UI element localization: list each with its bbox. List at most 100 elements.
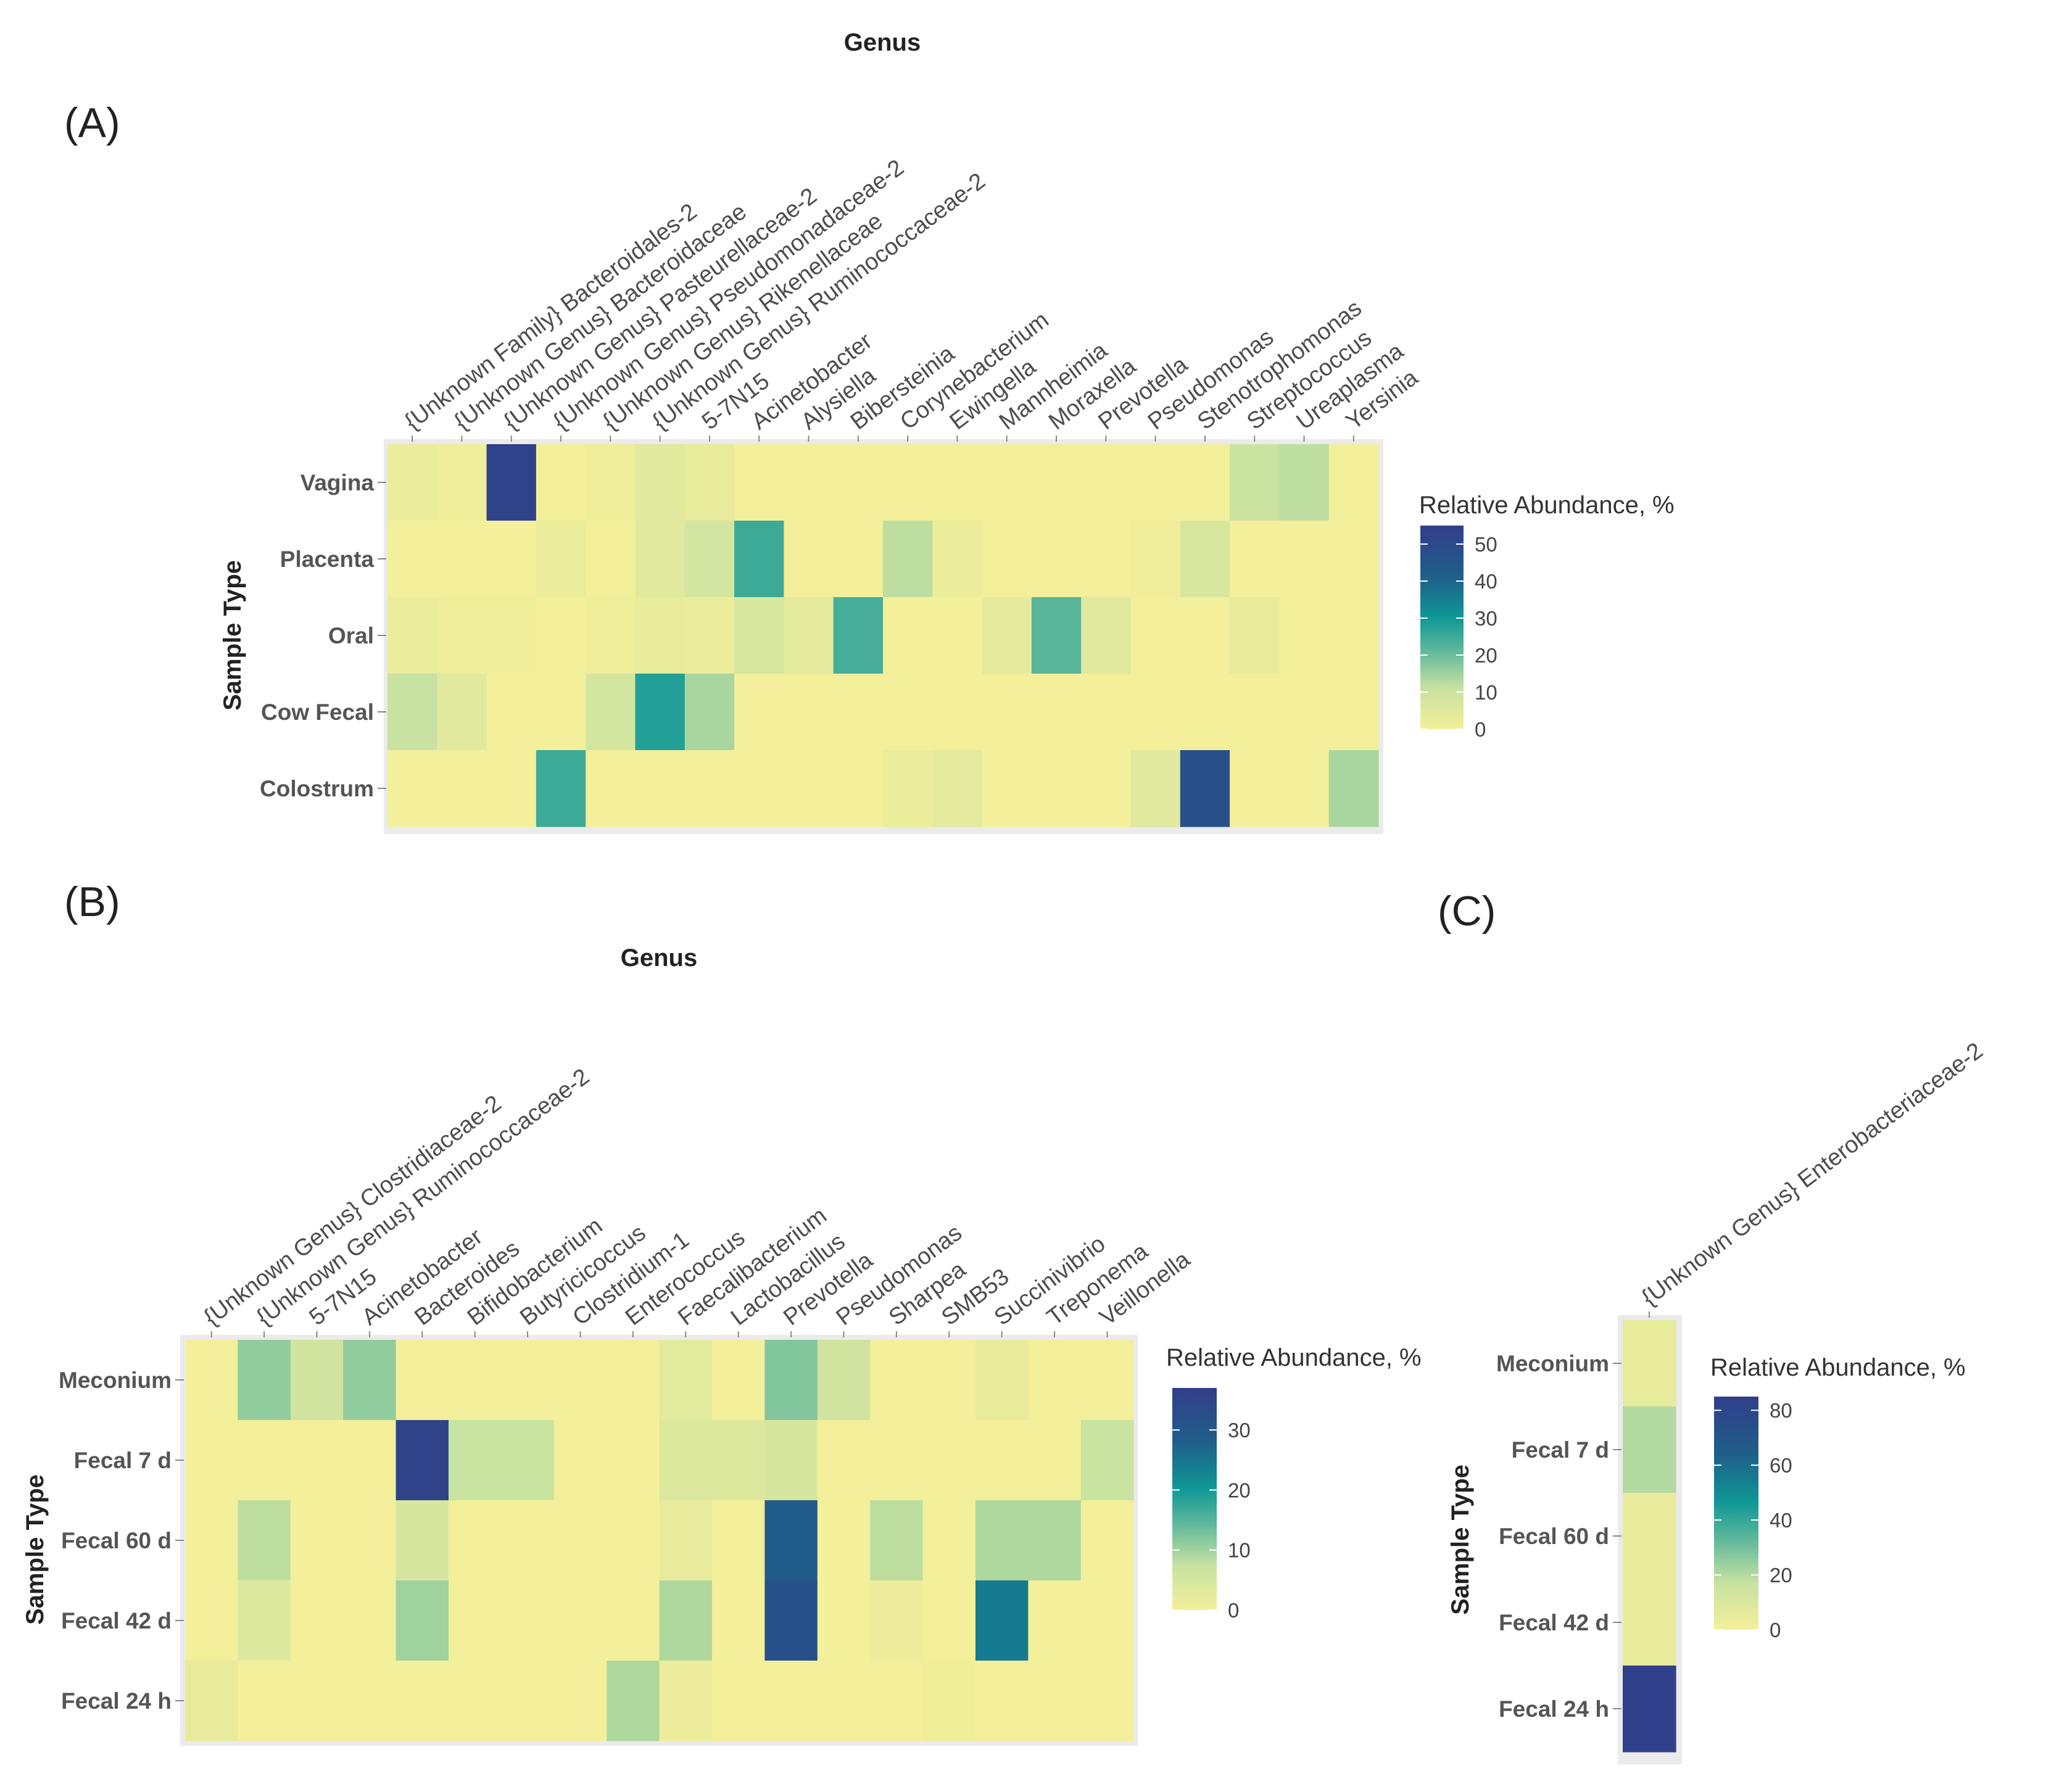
panel-b-colorbar <box>1172 1388 1217 1610</box>
panel-c-y-axis-title: Sample Type <box>1447 1464 1474 1615</box>
heatmap-cell <box>343 1340 397 1421</box>
heatmap-cell <box>817 1420 871 1501</box>
heatmap-cell <box>185 1420 238 1501</box>
heatmap-cell <box>536 674 586 751</box>
panel-label-c: (C) <box>1438 888 1496 935</box>
heatmap-cell <box>238 1580 291 1661</box>
heatmap-cell <box>982 521 1032 598</box>
heatmap-cell <box>817 1661 871 1741</box>
heatmap-cell <box>932 521 983 598</box>
heatmap-cell <box>764 1500 818 1581</box>
heatmap-cell <box>185 1340 238 1421</box>
heatmap-cell <box>1031 750 1082 827</box>
heatmap-cell <box>712 1580 765 1661</box>
column-label: {Unknown Genus} Enterobacteriaceae-2 <box>1637 1038 1988 1311</box>
heatmap-cell <box>1081 750 1132 827</box>
heatmap-cell <box>784 444 834 521</box>
heatmap-cell <box>932 444 983 521</box>
heatmap-cell <box>185 1580 238 1661</box>
heatmap-cell <box>607 1661 660 1741</box>
panel-a-legend-title: Relative Abundance, % <box>1419 492 1675 519</box>
heatmap-cell <box>1230 444 1280 521</box>
heatmap-cell <box>635 597 685 674</box>
heatmap-cell <box>1328 674 1379 751</box>
heatmap-cell <box>290 1340 344 1421</box>
heatmap-cell <box>501 1420 555 1501</box>
heatmap-cell <box>536 750 586 827</box>
heatmap-cell <box>437 597 487 674</box>
heatmap-cell <box>1623 1666 1676 1753</box>
legend-tick-label: 60 <box>1770 1454 1792 1477</box>
panel-a-row-labels: Vagina Placenta Oral Cow Fecal Colostrum <box>260 470 386 801</box>
heatmap-cell <box>684 521 735 598</box>
heatmap-cell <box>343 1500 397 1581</box>
heatmap-cell <box>1279 750 1330 827</box>
heatmap-cell <box>553 1420 607 1501</box>
heatmap-cell <box>387 597 437 674</box>
panel-c-row-labels: Meconium Fecal 7 d Fecal 60 d Fecal 42 d Fec… <box>1496 1351 1621 1722</box>
heatmap-cell <box>684 597 735 674</box>
panel-b-legend-title: Relative Abundance, % <box>1166 1344 1422 1371</box>
heatmap-panel-c: Sample Type {Unknown Genus} Enterobacter… <box>1447 1038 1988 1764</box>
heatmap-cell <box>290 1661 344 1741</box>
heatmap-cell <box>734 444 784 521</box>
row-label: Colostrum <box>260 776 374 801</box>
heatmap-cell <box>343 1661 397 1741</box>
heatmap-cell <box>486 750 537 827</box>
heatmap-cell <box>975 1661 1029 1741</box>
heatmap-cell <box>1180 750 1230 827</box>
heatmap-cell <box>1130 674 1181 751</box>
heatmap-cell <box>883 521 933 598</box>
legend-tick-label: 40 <box>1770 1509 1792 1532</box>
heatmap-cell <box>290 1420 344 1501</box>
heatmap-cell <box>817 1500 871 1581</box>
panel-label-a: (A) <box>64 99 120 146</box>
panel-c-legend-ticks: 0 20 40 60 80 <box>1714 1399 1792 1641</box>
heatmap-cell <box>982 674 1032 751</box>
heatmap-cell <box>536 444 586 521</box>
heatmap-cell <box>684 750 735 827</box>
row-label: Meconium <box>1496 1351 1609 1376</box>
heatmap-cell <box>1328 521 1379 598</box>
legend-tick-label: 30 <box>1228 1419 1251 1442</box>
legend-tick-label: 20 <box>1228 1479 1251 1501</box>
heatmap-cell <box>975 1500 1029 1581</box>
heatmap-cell <box>553 1580 607 1661</box>
row-label: Fecal 60 d <box>1499 1524 1609 1549</box>
heatmap-cell <box>501 1661 555 1741</box>
heatmap-cell <box>607 1500 660 1581</box>
heatmap-cell <box>659 1420 713 1501</box>
heatmap-cell <box>659 1661 713 1741</box>
heatmap-cell <box>1028 1500 1082 1581</box>
heatmap-cell <box>784 597 834 674</box>
heatmap-cell <box>817 1580 871 1661</box>
heatmap-cell <box>536 521 586 598</box>
heatmap-cell <box>536 597 586 674</box>
heatmap-cell <box>395 1500 449 1581</box>
heatmap-cell <box>932 674 983 751</box>
panel-a-colorbar <box>1420 526 1464 729</box>
legend-tick-label: 30 <box>1475 607 1497 630</box>
row-label: Fecal 24 h <box>1499 1696 1609 1722</box>
heatmap-cell <box>684 674 735 751</box>
heatmap-cell <box>922 1580 976 1661</box>
heatmap-cell <box>982 444 1032 521</box>
row-label: Placenta <box>280 547 375 572</box>
heatmap-cell <box>1080 1340 1134 1421</box>
heatmap-cell <box>764 1580 818 1661</box>
heatmap-cell <box>659 1500 713 1581</box>
heatmap-cell <box>1328 444 1379 521</box>
heatmap-cell <box>635 750 685 827</box>
heatmap-cell <box>922 1500 976 1581</box>
row-label: Fecal 42 d <box>61 1608 172 1633</box>
row-label: Cow Fecal <box>261 700 374 725</box>
heatmap-cell <box>449 1580 502 1661</box>
heatmap-cell <box>1279 444 1330 521</box>
legend-tick-label: 50 <box>1475 533 1497 556</box>
heatmap-cell <box>1130 597 1181 674</box>
heatmap-cell <box>437 521 487 598</box>
heatmap-cell <box>553 1340 607 1421</box>
heatmap-cell <box>712 1661 765 1741</box>
heatmap-cell <box>870 1661 924 1741</box>
heatmap-cell <box>975 1580 1029 1661</box>
